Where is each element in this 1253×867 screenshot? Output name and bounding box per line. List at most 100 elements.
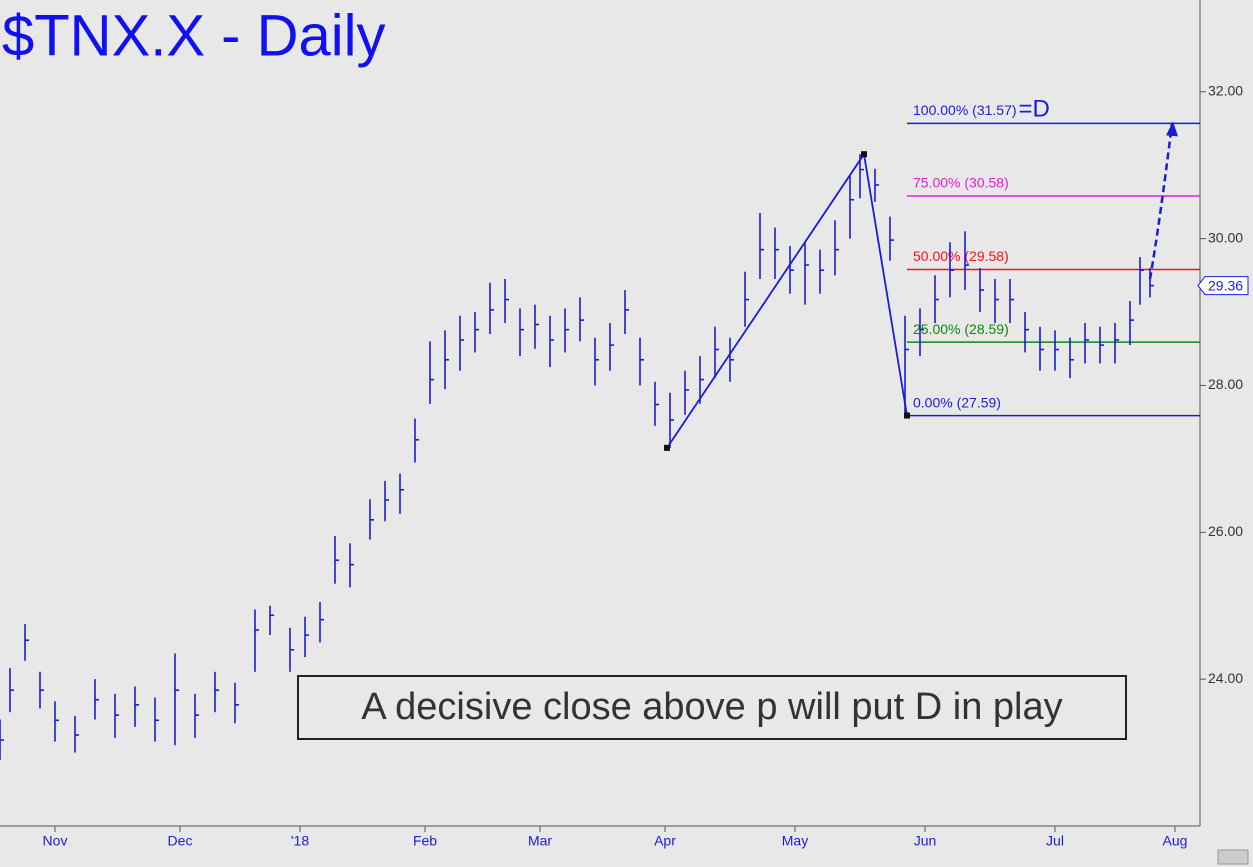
- price-bar: [849, 176, 854, 239]
- price-bar: [0, 719, 4, 760]
- price-bar: [729, 337, 734, 382]
- level-label: 25.00% (28.59): [913, 321, 1009, 337]
- level-label: 0.00% (27.59): [913, 394, 1001, 410]
- chart-title: $TNX.X - Daily: [2, 3, 386, 68]
- price-bar: [1114, 323, 1119, 364]
- y-tick-label: 28.00: [1208, 376, 1243, 392]
- price-bar: [334, 535, 339, 584]
- y-tick-label: 24.00: [1208, 670, 1243, 686]
- price-bar: [934, 275, 939, 324]
- price-bar: [9, 668, 14, 713]
- price-bar: [534, 304, 539, 349]
- price-bar: [804, 242, 809, 305]
- scroll-thumb: [1217, 849, 1249, 865]
- price-bar: [579, 297, 584, 342]
- price-bar: [684, 370, 689, 415]
- x-tick-label: Mar: [528, 833, 552, 849]
- price-bar: [214, 671, 219, 713]
- price-bar: [54, 701, 59, 742]
- price-bar: [114, 693, 119, 738]
- price-bar: [304, 616, 309, 658]
- price-bar: [399, 473, 404, 514]
- price-bar: [504, 279, 509, 324]
- x-tick-label: Jul: [1046, 833, 1064, 849]
- last-price-label: 29.36: [1208, 277, 1243, 293]
- price-bar: [994, 279, 999, 324]
- price-bar: [489, 282, 494, 335]
- price-bar: [889, 216, 894, 261]
- annotation: A decisive close above p will put D in p…: [361, 686, 1062, 728]
- price-bar: [1099, 326, 1104, 364]
- price-bar: [1009, 279, 1014, 324]
- price-bar: [39, 671, 44, 709]
- price-bar: [714, 326, 719, 379]
- price-bar: [349, 543, 354, 588]
- price-bar: [194, 693, 199, 738]
- price-bar: [979, 267, 984, 313]
- price-bar: [874, 168, 879, 202]
- price-bar: [774, 227, 779, 280]
- price-bar: [459, 315, 464, 371]
- price-bar: [289, 627, 294, 672]
- price-bar: [549, 315, 554, 368]
- price-bar: [234, 682, 239, 724]
- pattern-point: [904, 412, 910, 419]
- price-bar: [1039, 326, 1044, 371]
- price-bar: [834, 220, 839, 276]
- level-label: 75.00% (30.58): [913, 175, 1009, 191]
- price-bar: [24, 624, 29, 661]
- x-tick-label: Feb: [413, 833, 437, 849]
- price-bar: [624, 290, 629, 335]
- price-bar: [919, 308, 924, 357]
- target-label: =D: [1019, 96, 1050, 123]
- projection-arrow: [1166, 121, 1178, 137]
- price-bar: [369, 499, 374, 540]
- price-bar: [699, 356, 704, 404]
- price-bar: [564, 308, 569, 353]
- level-label: 100.00% (31.57): [913, 102, 1017, 118]
- x-tick-label: Dec: [168, 833, 193, 849]
- price-bar: [609, 323, 614, 371]
- price-bar: [639, 337, 644, 386]
- y-tick-label: 32.00: [1208, 82, 1243, 98]
- price-bar: [429, 341, 434, 404]
- price-bar: [759, 212, 764, 280]
- price-bar: [964, 231, 969, 291]
- projection-line: [1148, 123, 1174, 280]
- x-tick-label: '18: [291, 833, 309, 849]
- level-label: 50.00% (29.58): [913, 248, 1009, 264]
- price-bar: [269, 605, 274, 636]
- price-bar: [819, 249, 824, 294]
- y-tick-label: 30.00: [1208, 229, 1243, 245]
- price-bar: [154, 697, 159, 742]
- price-bar: [134, 686, 139, 727]
- price-bar: [1084, 323, 1089, 364]
- pattern-point: [664, 444, 670, 451]
- price-bar: [94, 679, 99, 720]
- price-bar: [414, 418, 419, 463]
- price-bar: [594, 337, 599, 386]
- price-bar: [74, 715, 79, 753]
- price-bar: [519, 308, 524, 357]
- x-tick-label: Apr: [654, 833, 676, 849]
- price-bar: [1129, 301, 1134, 346]
- price-bar: [384, 480, 389, 522]
- price-bar: [744, 271, 749, 327]
- price-bar: [174, 653, 179, 746]
- price-bar: [789, 245, 794, 294]
- y-tick-label: 26.00: [1208, 523, 1243, 539]
- price-bar: [1069, 337, 1074, 379]
- price-bar: [1024, 312, 1029, 353]
- x-tick-label: Nov: [43, 833, 68, 849]
- price-bar: [319, 602, 324, 643]
- annotation-box: [297, 675, 1127, 740]
- price-bar: [949, 242, 954, 298]
- price-bar: [444, 330, 449, 390]
- price-bar: [254, 609, 259, 672]
- price-bar: [1054, 330, 1059, 371]
- price-bar: [669, 392, 674, 448]
- price-bar: [1139, 256, 1144, 305]
- x-tick-label: Aug: [1163, 833, 1188, 849]
- price-bar: [474, 312, 479, 353]
